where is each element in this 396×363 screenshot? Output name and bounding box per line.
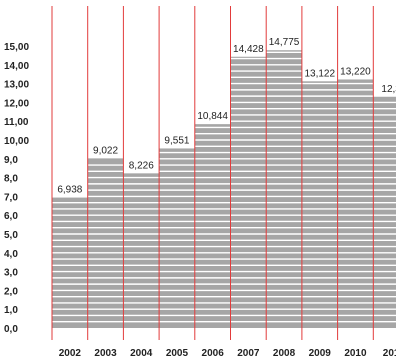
data-label: 13,122 [304,68,335,79]
data-labels: 6,938 9,022 8,226 9,551 10,844 14,428 14,775 13… [57,37,396,195]
bar-2002 [52,197,88,328]
y-tick-label: 11,00 [4,117,29,128]
y-tick-label: 9,0 [4,155,18,166]
bar-fill [87,158,124,328]
y-tick-label: 2,0 [4,286,18,297]
x-tick-label: 2005 [166,348,189,359]
bar-2009 [301,81,338,328]
data-label: 10,844 [197,111,228,122]
data-label: 8,226 [129,160,154,171]
y-tick-label: 10,00 [4,136,29,147]
x-tick-label: 201 [383,348,396,359]
bar-2003 [87,158,124,328]
x-tick-label: 2003 [94,348,117,359]
x-tick-label: 2008 [273,348,296,359]
y-tick-label: 13,00 [4,80,29,91]
bar-fill [373,96,396,328]
y-tick-label: 15,00 [4,42,29,53]
y-tick-label: 4,0 [4,249,18,260]
bar-2004 [123,173,160,328]
y-tick-label: 12,00 [4,98,29,109]
y-tick-label: 8,0 [4,174,18,185]
data-label: 6,938 [57,185,82,196]
data-label: 13,220 [340,66,371,77]
y-tick-label: 14,00 [4,61,29,72]
bar-fill [230,56,267,328]
bar-2007 [230,56,267,328]
bar-2005 [159,148,195,328]
x-axis-ticks: 2002 2003 2004 2005 2006 2007 2008 2009 2010 201 [59,348,396,359]
y-tick-label: 5,0 [4,230,18,241]
bar-2006 [194,124,231,328]
data-label: 12,3 [381,84,396,95]
y-tick-label: 7,0 [4,192,18,203]
data-label: 9,551 [164,135,189,146]
bar-fill [301,81,338,328]
bar-fill [52,197,88,328]
x-tick-label: 2002 [59,348,82,359]
y-tick-label: 0,0 [4,324,18,335]
data-label: 14,775 [269,37,300,48]
separators-layer [51,6,374,340]
bar-2008 [266,50,302,328]
y-tick-label: 3,0 [4,268,18,279]
x-tick-label: 2010 [344,348,367,359]
bar-fill [123,173,160,328]
x-tick-label: 2004 [130,348,153,359]
bars-layer [52,50,396,329]
bar-fill [266,50,302,328]
x-tick-label: 2007 [237,348,260,359]
y-tick-label: 1,0 [4,305,18,316]
y-axis-ticks: 0,0 1,0 2,0 3,0 4,0 5,0 6,0 7,0 8,0 9,0 10,00 11,00… [4,42,29,335]
bar-fill [159,148,195,328]
bar-fill [194,124,231,328]
data-label: 9,022 [93,145,118,156]
y-tick-label: 6,0 [4,211,18,222]
x-tick-label: 2009 [309,348,332,359]
x-tick-label: 2006 [202,348,225,359]
bar-2010 [337,79,374,329]
bar-201 [373,96,396,328]
data-label: 14,428 [233,44,264,55]
